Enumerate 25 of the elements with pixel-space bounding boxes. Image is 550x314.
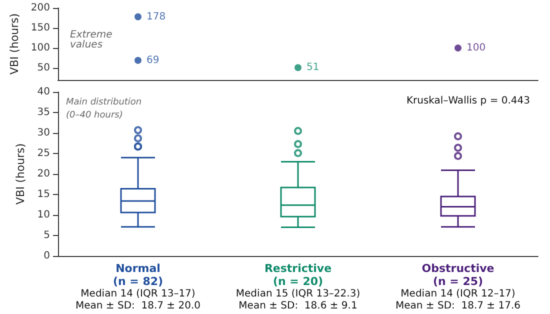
annotation: Main distribution (0–40 hours) [66, 98, 142, 120]
y-tick-label: 25 [37, 148, 50, 159]
y-tick-label: 35 [37, 107, 50, 118]
data-label: 69 [146, 54, 160, 66]
y-axis-title: VBI (hours) [14, 143, 27, 205]
y-tick-label: 0 [44, 250, 50, 262]
x-tick-label: Obstructive (n = 25) Median 14 (IQR 12–17) Mean ± SD: 18.7 ± 17.6 [395, 262, 521, 312]
y-tick-label: 15 [37, 189, 50, 200]
y-tick-label: 5 [44, 230, 50, 241]
x-tick-label: Restrictive (n = 20) Median 15 (IQR 13–22.3) Mean ± SD: 18.6 ± 9.1 [236, 262, 360, 312]
annotation: Kruskal–Wallis p = 0.443 [406, 96, 530, 106]
y-tick-label: 150 [30, 22, 50, 34]
y-tick-label: 20 [37, 168, 50, 180]
y-tick-label: 30 [37, 128, 50, 138]
data-label: 51 [306, 62, 320, 74]
data-label: 178 [146, 11, 166, 22]
annotation: Extreme values [70, 30, 112, 50]
y-tick-label: 40 [37, 86, 50, 98]
y-tick-label: 10 [37, 210, 50, 220]
x-tick-label: Normal (n = 82) Median 14 (IQR 13–17) Mean ± SD: 18.7 ± 20.0 [75, 262, 201, 312]
data-label: 100 [466, 42, 486, 54]
y-tick-label: 50 [37, 62, 50, 74]
y-tick-label: 200 [30, 2, 50, 14]
y-axis-title: VBI (hours) [8, 13, 22, 75]
y-tick-label: 100 [30, 42, 50, 54]
